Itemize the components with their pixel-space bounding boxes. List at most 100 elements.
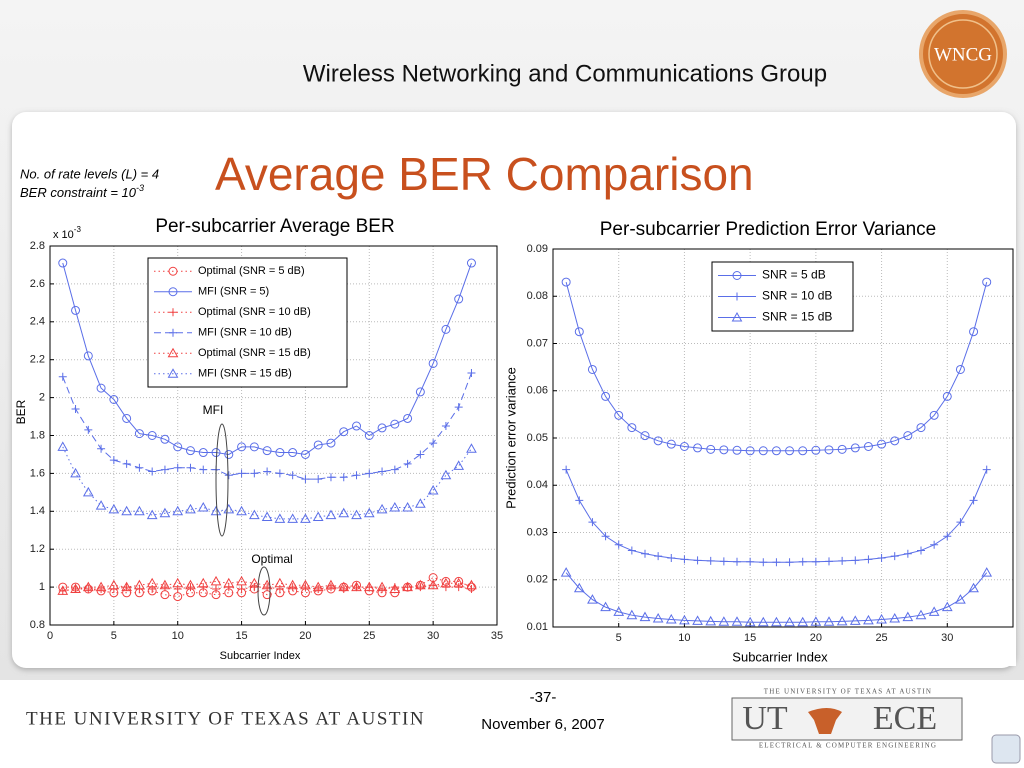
marker [237, 584, 246, 593]
marker [314, 475, 323, 484]
marker [733, 292, 741, 301]
marker [339, 473, 348, 482]
marker [275, 448, 285, 458]
marker [57, 441, 69, 451]
marker [389, 583, 401, 593]
ece-logo-ece: ECE [873, 700, 937, 737]
marker [274, 513, 286, 523]
marker [968, 582, 979, 593]
marker [903, 431, 913, 441]
marker [560, 567, 572, 577]
marker [613, 606, 625, 616]
x-axis-label: Subcarrier Index [220, 650, 301, 662]
marker [614, 540, 623, 549]
marker [168, 266, 178, 276]
marker [441, 324, 451, 334]
y-tick-label: 1.8 [30, 429, 45, 441]
marker [601, 391, 611, 401]
marker [771, 446, 781, 456]
legend-label: MFI (SNR = 10 dB) [198, 327, 292, 339]
marker [223, 577, 235, 588]
marker [890, 552, 899, 561]
legend-label: SNR = 15 dB [762, 310, 832, 324]
marker [186, 583, 195, 592]
marker [851, 556, 860, 565]
marker [97, 584, 106, 593]
marker [942, 391, 952, 401]
series-line [62, 584, 472, 592]
marker [339, 584, 348, 593]
ece-logo-box [731, 697, 963, 741]
marker [364, 431, 374, 440]
marker [772, 558, 781, 567]
y-multiplier-base: x 10 [53, 229, 74, 241]
marker [314, 584, 323, 593]
x-tick-label: 30 [941, 632, 953, 644]
marker [288, 471, 297, 480]
chart-title: Per-subcarrier Average BER [155, 216, 394, 237]
marker [338, 581, 350, 592]
marker [705, 615, 717, 626]
y-multiplier-exp: -3 [74, 225, 82, 234]
legend-label: SNR = 5 dB [762, 268, 826, 282]
marker [427, 579, 439, 590]
marker [82, 581, 94, 592]
y-tick-label: 1 [39, 581, 45, 593]
marker [403, 413, 413, 423]
marker [402, 501, 413, 512]
marker [169, 328, 177, 337]
marker [693, 443, 703, 453]
marker [57, 585, 69, 595]
y-tick-label: 1.6 [30, 467, 45, 479]
marker [969, 496, 978, 505]
marker [956, 518, 965, 527]
y-tick-label: 0.08 [527, 290, 548, 302]
marker [415, 579, 426, 590]
marker [680, 555, 689, 564]
marker [198, 448, 208, 458]
marker [863, 442, 873, 452]
marker [652, 612, 664, 623]
marker [454, 294, 464, 304]
marker [641, 549, 649, 558]
marker [440, 577, 452, 588]
marker [326, 473, 335, 482]
marker [352, 421, 362, 431]
marker [746, 557, 755, 566]
note-levels: No. of rate levels (L) = 4 [20, 166, 159, 181]
marker [890, 436, 900, 446]
x-tick-label: 35 [491, 630, 503, 642]
y-tick-label: 1.2 [30, 543, 45, 555]
marker [759, 558, 768, 567]
marker [146, 577, 158, 588]
marker [824, 445, 834, 455]
marker [838, 556, 847, 565]
marker [440, 469, 452, 480]
wncg-logo-ring [928, 19, 998, 89]
marker [300, 513, 311, 523]
marker [916, 423, 926, 433]
marker [312, 581, 324, 592]
marker [121, 581, 132, 592]
x-tick-label: 10 [678, 632, 690, 644]
group-name: Wireless Networking and Communications G… [303, 60, 827, 87]
marker [849, 615, 861, 625]
marker [453, 577, 465, 588]
y-tick-label: 0.07 [527, 337, 548, 349]
marker [160, 434, 170, 444]
marker [263, 467, 272, 476]
y-tick-label: 0.02 [527, 574, 548, 586]
legend-label: MFI (SNR = 5) [198, 286, 269, 298]
marker [134, 579, 145, 590]
marker [122, 413, 132, 423]
marker [172, 577, 184, 588]
marker [929, 410, 939, 420]
nav-icon[interactable] [991, 734, 1021, 764]
marker [160, 583, 169, 592]
longhorn-icon [808, 708, 842, 734]
marker [326, 583, 335, 592]
marker [627, 423, 637, 433]
marker [58, 258, 68, 268]
marker [300, 449, 310, 459]
marker [390, 465, 399, 474]
